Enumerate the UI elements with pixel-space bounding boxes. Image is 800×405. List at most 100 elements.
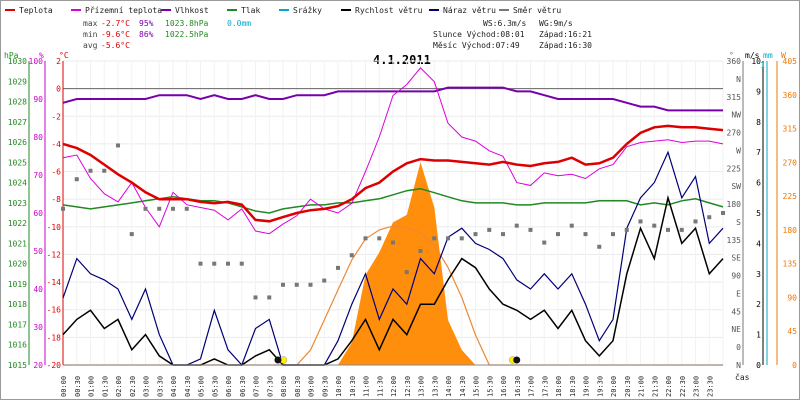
chart-title: 4.1.2011 <box>373 53 431 67</box>
direction-tick: W <box>736 146 741 155</box>
unit-ms: m/s <box>745 51 760 60</box>
direction-tick: S <box>736 218 741 227</box>
stats-avg-label: avg <box>83 41 98 50</box>
wind-direction-point <box>446 236 450 241</box>
humidity-tick: 100 <box>29 57 44 66</box>
humidity-tick: 80 <box>33 133 43 142</box>
x-tick-label: 02:00 <box>115 376 123 397</box>
wind-direction-point <box>693 219 698 224</box>
wind-tick: 5 <box>756 209 761 218</box>
wind-direction-point <box>528 227 533 232</box>
direction-tick: NW <box>731 111 741 120</box>
solar-tick: 225 <box>783 192 798 201</box>
x-tick-label: 04:30 <box>184 376 192 397</box>
humidity-tick: 90 <box>33 95 43 104</box>
wind-tick: 8 <box>756 118 761 127</box>
x-tick-label: 21:30 <box>651 376 659 397</box>
wind-direction-point <box>638 219 643 224</box>
info-sun-rise: Slunce Východ:08:01 <box>433 30 525 39</box>
x-tick-label: 20:00 <box>610 376 618 397</box>
wind-direction-point <box>418 249 423 253</box>
x-tick-label: 12:00 <box>390 376 398 397</box>
wind-direction-point <box>226 261 230 266</box>
wind-direction-point <box>363 236 368 241</box>
wind-direction-point <box>129 232 134 237</box>
wind-direction-point <box>212 261 217 266</box>
unit-pct: % <box>39 51 44 60</box>
stats-min-label: min <box>83 30 98 39</box>
x-tick-label: 11:30 <box>376 376 384 397</box>
x-tick-label: 16:00 <box>500 376 508 397</box>
pressure-tick: 1027 <box>8 118 27 127</box>
wind-direction-point <box>349 253 354 258</box>
pressure-tick: 1015 <box>8 361 27 370</box>
wind-direction-point <box>679 227 684 232</box>
direction-tick: 90 <box>731 272 741 281</box>
stats-max-label: max <box>83 19 98 28</box>
x-tick-label: 09:00 <box>308 376 316 397</box>
pressure-tick: 1022 <box>8 219 27 228</box>
legend-label-6: Náraz větru <box>443 6 496 15</box>
solar-tick: 270 <box>783 158 798 167</box>
wind-tick: 9 <box>756 87 761 96</box>
direction-tick: 270 <box>727 129 742 138</box>
x-tick-label: 05:30 <box>211 376 219 397</box>
legend-label-0: Teplota <box>19 6 53 15</box>
x-tick-label: 05:00 <box>198 376 206 397</box>
temp-tick: -12 <box>47 250 62 259</box>
info-moon-rise: Měsíc Východ:07:49 <box>433 41 520 50</box>
x-tick-label: 20:30 <box>624 376 632 397</box>
wind-direction-point <box>198 261 203 266</box>
wind-tick: 0 <box>756 361 761 370</box>
wind-tick: 3 <box>756 270 761 279</box>
x-tick-label: 00:00 <box>60 376 68 397</box>
pressure-tick: 1026 <box>8 138 27 147</box>
wind-direction-point <box>294 282 299 287</box>
x-tick-label: 02:30 <box>129 376 137 397</box>
wind-direction-point <box>487 227 492 232</box>
x-tick-label: 14:30 <box>459 376 467 397</box>
wind-direction-point <box>432 236 437 241</box>
stats-min-temp: -9.6°C <box>101 30 130 39</box>
solar-tick: 180 <box>783 226 798 235</box>
legend-label-4: Srážky <box>293 6 322 15</box>
direction-tick: 315 <box>727 93 742 102</box>
pressure-tick: 1030 <box>8 57 27 66</box>
direction-tick: N <box>736 75 741 84</box>
temp-tick: -16 <box>47 306 62 315</box>
pressure-tick: 1019 <box>8 280 27 289</box>
wind-direction-point <box>171 206 175 211</box>
direction-tick: 0 <box>736 343 741 352</box>
wind-direction-point <box>184 206 189 211</box>
direction-tick: NE <box>731 325 741 334</box>
x-tick-label: 22:00 <box>665 376 673 397</box>
wind-direction-point <box>281 282 285 287</box>
pressure-tick: 1023 <box>8 199 27 208</box>
x-tick-label: 19:00 <box>583 376 591 397</box>
x-tick-label: 04:00 <box>170 376 178 397</box>
wind-direction-point <box>569 223 574 228</box>
wind-direction-point <box>556 232 560 237</box>
wind-direction-point <box>597 244 602 249</box>
wind-direction-point <box>501 232 505 237</box>
humidity-tick: 70 <box>33 171 43 180</box>
pressure-tick: 1018 <box>8 300 27 309</box>
temp-tick: -18 <box>47 333 62 342</box>
legend-label-3: Tlak <box>241 6 260 15</box>
wind-tick: 2 <box>756 300 761 309</box>
wind-direction-point <box>707 215 712 220</box>
wind-direction-point <box>322 278 327 283</box>
humidity-tick: 40 <box>33 285 43 294</box>
series-pressure <box>62 187 724 214</box>
legend-label-2: Vlhkost <box>175 6 209 15</box>
x-tick-label: 17:30 <box>541 376 549 397</box>
x-tick-label: 16:30 <box>514 376 522 397</box>
stats-min-press: 1022.5hPa <box>165 30 209 39</box>
wind-direction-point <box>473 232 478 237</box>
direction-tick: 45 <box>731 307 741 316</box>
direction-tick: N <box>736 361 741 370</box>
pressure-tick: 1024 <box>8 179 27 188</box>
x-tick-label: 08:30 <box>294 376 302 397</box>
wind-direction-point <box>61 206 65 211</box>
